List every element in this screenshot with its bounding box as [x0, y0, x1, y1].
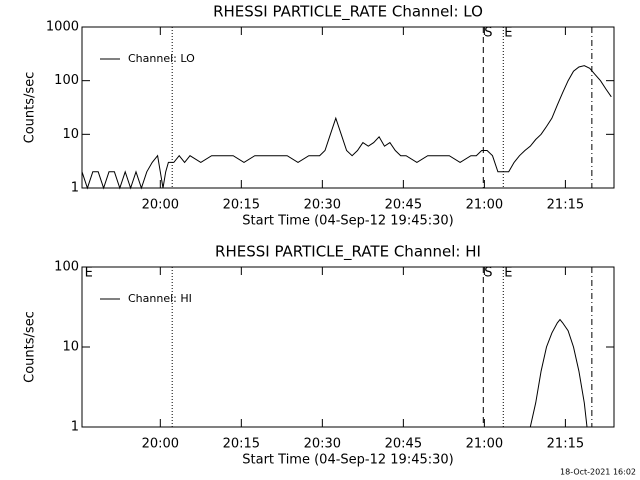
x-tick-label: 20:45 — [385, 198, 422, 213]
x-axis-label: Start Time (04-Sep-12 19:45:30) — [242, 453, 453, 468]
plot-frame — [81, 266, 615, 428]
y-tick-label: 1 — [71, 181, 79, 196]
chart-title: RHESSI PARTICLE_RATE Channel: LO — [213, 3, 483, 22]
y-tick-label: 10 — [62, 340, 79, 355]
data-line — [529, 318, 588, 428]
legend-label: Channel: LO — [128, 52, 195, 65]
legend-label: Channel: HI — [128, 292, 192, 305]
x-tick-label: 20:45 — [385, 437, 422, 452]
y-tick-label: 1 — [71, 420, 79, 435]
marker-label: E — [504, 26, 512, 41]
y-tick-label: 10 — [62, 127, 79, 142]
footer: 18-Oct-2021 16:02 — [560, 468, 636, 477]
marker-label: S — [484, 266, 492, 281]
x-tick-label: 21:00 — [466, 198, 503, 213]
y-axis-label: Counts/sec — [23, 72, 38, 144]
x-tick-label: 21:00 — [466, 437, 503, 452]
y-tick-label: 100 — [54, 73, 79, 88]
y-axis-label: Counts/sec — [23, 311, 38, 383]
chart-title: RHESSI PARTICLE_RATE Channel: HI — [215, 243, 481, 262]
marker-label: E — [504, 266, 512, 281]
y-tick-label: 100 — [54, 260, 79, 275]
x-tick-label: 21:15 — [547, 437, 584, 452]
x-tick-label: 20:00 — [142, 198, 179, 213]
x-tick-label: 21:15 — [547, 198, 584, 213]
x-tick-label: 20:00 — [142, 437, 179, 452]
x-tick-label: 20:30 — [304, 437, 341, 452]
x-tick-label: 20:15 — [223, 437, 260, 452]
marker-label: E — [85, 266, 93, 281]
x-tick-label: 20:30 — [304, 198, 341, 213]
marker-label: S — [484, 26, 492, 41]
x-axis-label: Start Time (04-Sep-12 19:45:30) — [242, 214, 453, 229]
data-line — [81, 65, 612, 190]
plot-frame — [81, 26, 615, 189]
y-tick-label: 1000 — [46, 20, 79, 35]
x-tick-label: 20:15 — [223, 198, 260, 213]
